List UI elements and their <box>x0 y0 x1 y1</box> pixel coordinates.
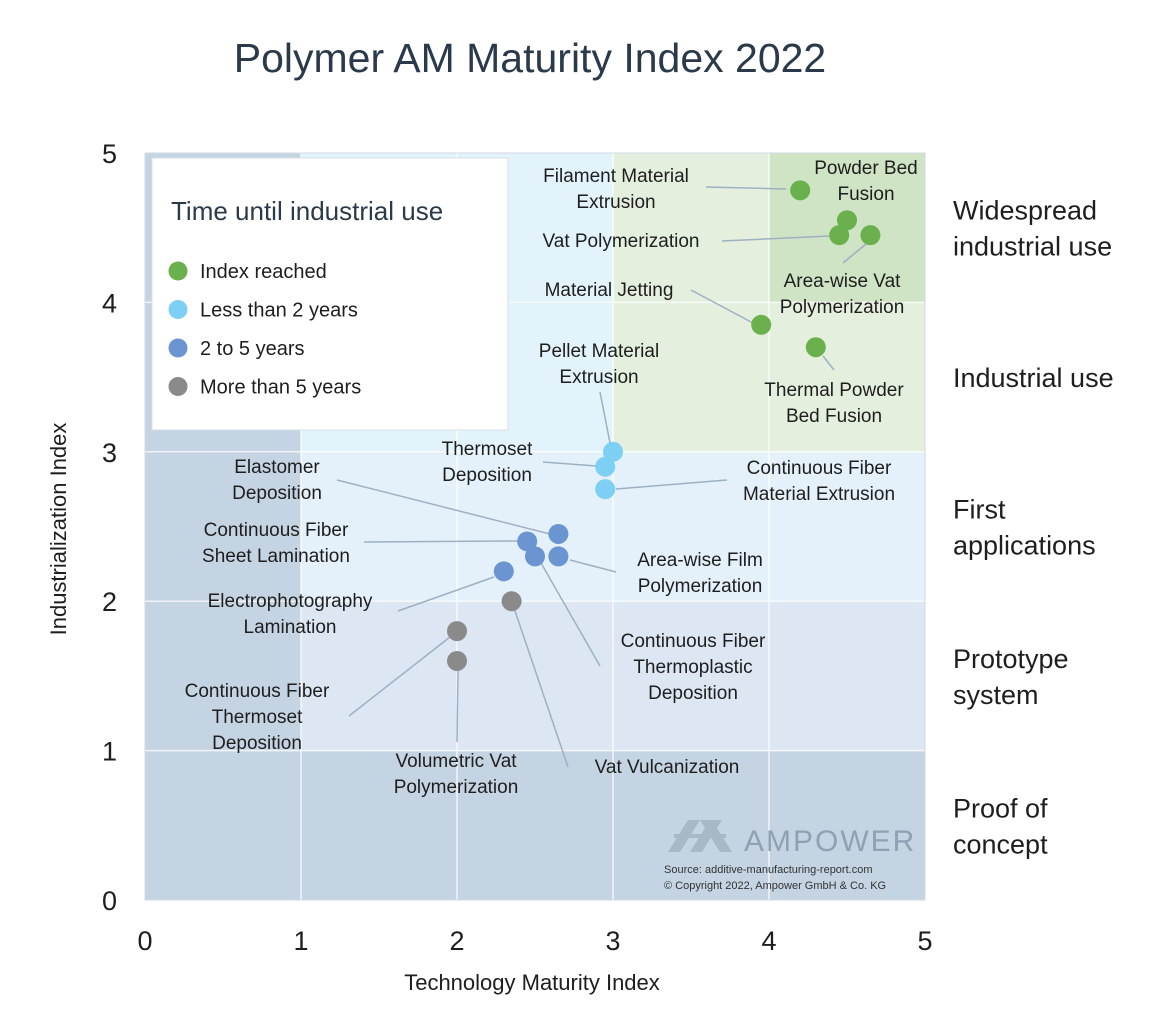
legend: Time until industrial use Index reached L… <box>151 157 509 431</box>
ampower-branding: AMPOWER Source: additive-manufacturing-r… <box>664 820 916 892</box>
leader-lines <box>336 186 867 768</box>
data-point <box>501 591 522 612</box>
point-label: Elastomer Deposition <box>232 457 322 504</box>
y-tick-label: 1 <box>102 737 117 767</box>
point-label: Filament Material Extrusion <box>543 166 689 213</box>
leader-line <box>336 479 551 535</box>
point-label: Thermal Powder Bed Fusion <box>764 380 904 427</box>
point-label: Continuous Fiber Sheet Lamination <box>202 520 350 567</box>
x-tick-label: 0 <box>137 926 152 956</box>
y-tick-label: 4 <box>102 288 117 318</box>
x-tick-label: 1 <box>293 926 308 956</box>
data-point <box>493 561 514 582</box>
y-axis-title: Industrialization Index <box>46 423 71 636</box>
data-point <box>447 621 467 642</box>
leader-line <box>397 576 495 612</box>
leader-line <box>569 559 617 573</box>
x-tick-label: 4 <box>761 926 776 956</box>
leader-line <box>690 289 754 324</box>
legend-entry: Index reached <box>200 261 327 283</box>
plot-frame <box>144 152 926 901</box>
legend-entry: More than 5 years <box>200 377 361 399</box>
axis-ticks: 0 1 2 3 4 5 0 1 2 3 4 5 <box>102 139 933 956</box>
point-label: Volumetric Vat Polymerization <box>394 751 519 798</box>
leader-line <box>615 479 728 490</box>
leader-line <box>705 186 787 190</box>
legend-title: Time until industrial use <box>171 196 443 226</box>
legend-box <box>151 157 509 431</box>
leader-line <box>599 391 611 444</box>
data-point <box>595 479 616 500</box>
point-label: Area-wise Film Polymerization <box>637 550 763 597</box>
point-label: Vat Polymerization <box>543 231 700 252</box>
data-point <box>517 531 538 552</box>
x-axis-title: Technology Maturity Index <box>404 970 660 995</box>
y-tick-label: 2 <box>102 587 117 617</box>
data-point <box>595 456 616 477</box>
data-point <box>829 225 850 246</box>
point-label: Powder Bed Fusion <box>814 158 918 205</box>
point-label: Continuous Fiber Material Extrusion <box>743 458 895 505</box>
data-point <box>790 180 811 201</box>
legend-marker <box>168 300 188 319</box>
y-tick-label: 3 <box>102 438 117 468</box>
leader-line <box>721 235 831 242</box>
leader-line <box>456 669 459 743</box>
zone-label: Proof of concept <box>953 793 1048 859</box>
data-point <box>751 314 772 335</box>
point-label: Material Jetting <box>545 280 674 301</box>
zone-labels: Widespread industrial use Industrial use Fi… <box>953 196 1114 860</box>
data-point <box>837 210 857 231</box>
point-labels: Filament Material Extrusion Powder Bed Fusi… <box>185 158 918 798</box>
source-text: Source: additive-manufacturing-report.co… <box>664 864 872 876</box>
leader-line <box>363 540 519 543</box>
x-tick-label: 3 <box>605 926 620 956</box>
leader-line <box>513 607 569 768</box>
data-point <box>525 546 545 567</box>
leader-line <box>542 461 597 467</box>
legend-marker <box>168 338 188 358</box>
legend-marker <box>168 377 188 396</box>
legend-marker <box>168 261 188 281</box>
zone-label: Industrial use <box>953 363 1114 393</box>
point-label: Thermoset Deposition <box>442 439 534 486</box>
x-tick-label: 5 <box>917 926 932 956</box>
point-label: Continuous Fiber Thermoset Deposition <box>185 681 330 754</box>
y-tick-label: 5 <box>102 139 117 169</box>
zone-label: Prototype system <box>953 644 1069 710</box>
data-points <box>447 180 881 671</box>
chart-title: Polymer AM Maturity Index 2022 <box>234 35 826 81</box>
point-label: Pellet Material Extrusion <box>539 341 659 388</box>
brand-name: AMPOWER <box>744 825 916 858</box>
leader-line <box>822 355 835 371</box>
legend-entry: Less than 2 years <box>200 300 358 322</box>
x-tick-label: 2 <box>449 926 464 956</box>
zone-label: First applications <box>953 495 1096 561</box>
point-label: Electrophotography Lamination <box>208 591 373 638</box>
data-point <box>548 546 569 567</box>
data-point <box>603 441 623 462</box>
leader-line <box>842 243 867 264</box>
point-label: Area-wise Vat Polymerization <box>780 271 905 318</box>
data-point <box>805 337 826 358</box>
copyright-text: © Copyright 2022, Ampower GmbH & Co. KG <box>664 880 886 892</box>
data-point <box>447 650 467 671</box>
ampower-logo-icon <box>668 820 732 852</box>
legend-entry: 2 to 5 years <box>200 338 305 360</box>
zone-label: Widespread industrial use <box>953 196 1112 262</box>
point-label: Vat Vulcanization <box>595 757 740 778</box>
data-point <box>860 225 881 246</box>
y-tick-label: 0 <box>102 886 117 916</box>
point-label: Continuous Fiber Thermoplastic Deposition <box>621 631 766 704</box>
leader-line <box>348 636 451 717</box>
leader-line <box>540 562 601 667</box>
data-point <box>548 523 569 544</box>
